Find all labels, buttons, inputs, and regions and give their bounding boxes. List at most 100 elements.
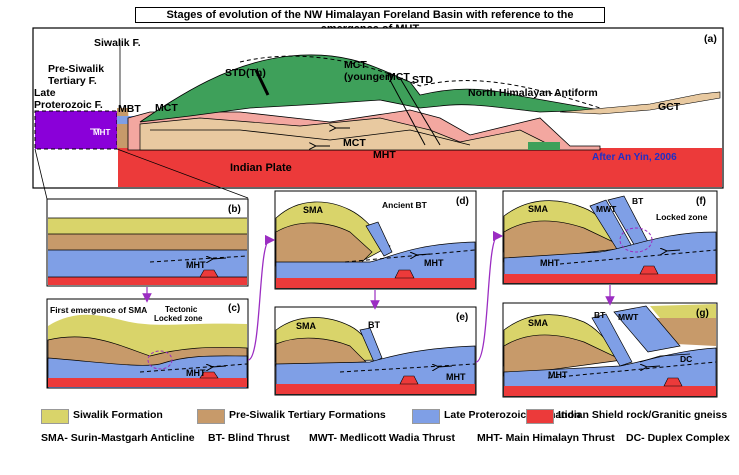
panel-c-tectonic-2: Locked zone	[154, 314, 203, 323]
panel-d-sma: SMA	[303, 205, 324, 215]
label-north-himalayan-antiform: North Himalayan Antiform	[468, 87, 598, 99]
legend-label-siwalik: Siwalik Formation	[73, 409, 163, 421]
panel-g-arrow	[646, 366, 661, 367]
panel-e-bt: BT	[368, 320, 380, 330]
label-mct-lower: MCT	[343, 137, 366, 149]
label-mht-inset: MHT	[93, 128, 110, 137]
legend-swatch-late-proterozoic	[412, 409, 440, 424]
label-pre-siwalik-2: Tertiary F.	[48, 75, 97, 87]
panel-c: (c) First emergence of SMA Tectonic Lock…	[46, 298, 249, 389]
panel-c-shield	[48, 378, 247, 387]
panel-g-presiwalik	[503, 334, 624, 377]
legend-label-pre-siwalik: Pre-Siwalik Tertiary Formations	[229, 409, 386, 421]
panel-g-bump	[663, 377, 683, 387]
diagram-title: Stages of evolution of the NW Himalayan …	[135, 7, 605, 35]
abbr-sma: SMA- Surin-Mastgarh Anticline	[41, 432, 195, 444]
panel-b-mht-line	[149, 255, 248, 263]
connector-e-to-f	[475, 230, 504, 363]
panel-f: (f) SMA MWT BT Locked zone MHT	[502, 190, 718, 285]
panel-g-mht-line	[547, 361, 717, 379]
panel-d-arrow	[416, 254, 431, 255]
panel-f-arrow	[666, 250, 681, 251]
panel-e-bt-sliver	[359, 327, 383, 363]
panel-e-mht: MHT	[446, 372, 466, 382]
panel-d-presiwalik	[275, 222, 373, 267]
legend-swatch-indian-shield	[526, 409, 554, 424]
panel-g-lateprot	[503, 347, 717, 397]
green-lens	[528, 142, 560, 150]
panel-g-letter: (g)	[696, 308, 709, 319]
panel-e: (e) SMA BT MHT	[274, 306, 477, 396]
legend-label-indian-shield: Indian Shield rock/Granitic gneiss	[558, 409, 728, 421]
panel-e-bump	[399, 375, 419, 385]
panel-e-mht-line	[339, 363, 476, 373]
legend-swatch-pre-siwalik	[197, 409, 225, 424]
panel-b-bump	[199, 269, 219, 278]
label-indian-plate: Indian Plate	[230, 162, 292, 174]
panel-f-mht-line	[559, 249, 717, 265]
panel-a-letter: (a)	[704, 33, 717, 45]
panel-f-locked-zone	[619, 227, 653, 253]
abbr-dc: DC- Duplex Complex	[626, 432, 730, 444]
panel-c-mht: MHT	[186, 368, 206, 378]
connector-c-to-d	[247, 234, 276, 361]
panel-c-letter: (c)	[228, 303, 240, 314]
panel-f-letter: (f)	[696, 196, 706, 207]
panel-g-shield	[504, 386, 716, 396]
panel-e-arrow	[438, 366, 453, 367]
indian-plate-layer	[118, 148, 722, 187]
panel-d-letter: (d)	[456, 196, 469, 207]
panel-g-mwt: MWT	[618, 312, 639, 322]
label-mct-younger-1: MCT	[344, 59, 367, 71]
panel-b-contacts	[48, 217, 247, 278]
abbr-bt: BT- Blind Thrust	[208, 432, 290, 444]
tan-layer	[139, 117, 561, 151]
panel-b-lateprot	[48, 250, 247, 277]
label-late-prot-1: Late	[34, 87, 56, 99]
stage-connectors	[142, 230, 615, 363]
panel-b-shield	[48, 277, 247, 285]
panel-b-siwalik	[48, 218, 247, 234]
panel-b-presiwalik	[48, 234, 247, 250]
abbr-mwt: MWT- Medlicott Wadia Thrust	[309, 432, 456, 444]
panel-g-mht: MHT	[548, 370, 568, 380]
panel-d-bump	[394, 269, 415, 279]
label-siwalik-f: Siwalik F.	[94, 37, 141, 49]
panel-f-mht: MHT	[540, 258, 560, 268]
panel-e-sma: SMA	[296, 321, 317, 331]
label-credit: After An Yin, 2006	[592, 152, 677, 163]
panel-c-first-emergence: First emergence of SMA	[50, 305, 147, 315]
panel-g-bt: BT	[594, 310, 606, 320]
panel-f-presiwalik	[503, 220, 628, 263]
panel-g-sma: SMA	[528, 318, 549, 328]
panel-e-presiwalik	[275, 337, 367, 367]
label-mbt: MBT	[118, 103, 141, 115]
label-mct-younger-2: (younger)	[344, 71, 392, 83]
greater-himalaya-layer	[139, 54, 601, 123]
std-thrust	[399, 77, 441, 146]
abbr-mht: MHT- Main Himalayn Thrust	[477, 432, 615, 444]
panel-c-bump	[199, 371, 219, 379]
panel-f-shield	[504, 274, 716, 283]
panel-e-letter: (e)	[456, 312, 468, 323]
panel-d-lateprot	[275, 241, 476, 289]
panel-b-letter: (b)	[228, 204, 241, 215]
panel-d: (d) SMA Ancient BT MHT	[274, 190, 477, 290]
label-pre-siwalik-1: Pre-Siwalik	[48, 63, 104, 75]
panel-f-bump	[639, 265, 659, 275]
label-std-th: STD(Th)	[225, 67, 266, 79]
panel-g-mwt-sliver	[613, 305, 681, 353]
panel-g-dc: DC	[680, 354, 692, 364]
panel-f-sma: SMA	[528, 204, 549, 214]
panel-b: (b) MHT	[46, 198, 249, 287]
panel-g-bt-sliver	[591, 313, 633, 367]
legend-swatch-siwalik	[41, 409, 69, 424]
panel-d-ancient-bt: Ancient BT	[382, 200, 428, 210]
thrust-line-1	[150, 129, 471, 146]
panel-d-bt-sliver	[365, 221, 393, 257]
panel-f-bt: BT	[632, 196, 644, 206]
panel-g-presiwalik-right	[650, 318, 716, 346]
panel-d-shield	[276, 278, 475, 288]
panel-f-locked-zone-label: Locked zone	[656, 212, 708, 222]
